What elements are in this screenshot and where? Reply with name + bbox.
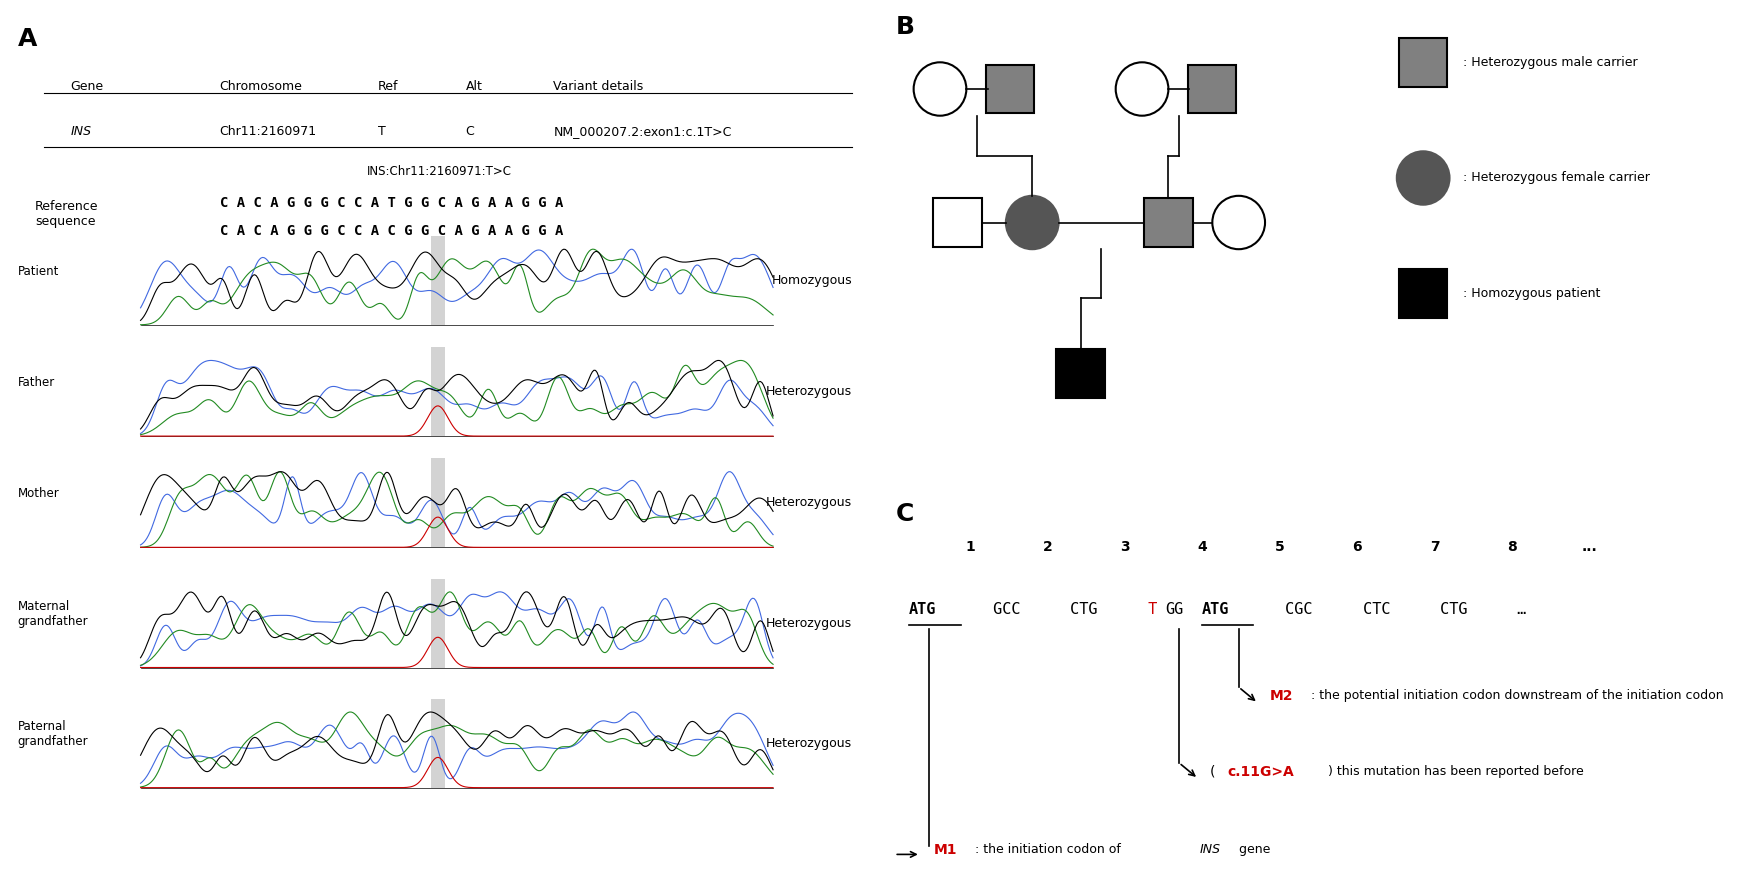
Bar — [933, 198, 982, 247]
Text: Variant details: Variant details — [553, 80, 643, 93]
Text: : Heterozygous male carrier: : Heterozygous male carrier — [1464, 56, 1638, 69]
Circle shape — [1212, 196, 1265, 249]
Text: NM_000207.2:exon1:c.1T>C: NM_000207.2:exon1:c.1T>C — [553, 125, 733, 138]
Text: (: ( — [1211, 765, 1216, 779]
Text: Homozygous: Homozygous — [771, 274, 852, 287]
Bar — [430, 236, 445, 325]
Text: Ref: Ref — [378, 80, 399, 93]
Text: CGC: CGC — [1277, 603, 1312, 617]
Text: Paternal
grandfather: Paternal grandfather — [18, 720, 88, 748]
Bar — [430, 699, 445, 788]
Text: Chr11:2160971: Chr11:2160971 — [220, 125, 316, 138]
Bar — [1399, 38, 1448, 87]
Text: GG: GG — [1165, 603, 1182, 617]
Text: : Homozygous patient: : Homozygous patient — [1464, 287, 1601, 300]
Circle shape — [1397, 151, 1450, 205]
Text: ATG: ATG — [910, 603, 936, 617]
Text: T: T — [1139, 603, 1156, 617]
Text: CTC: CTC — [1355, 603, 1390, 617]
Text: ) this mutation has been reported before: ) this mutation has been reported before — [1328, 765, 1585, 778]
Text: …: … — [1509, 603, 1527, 617]
Text: M1: M1 — [935, 843, 958, 857]
Text: Heterozygous: Heterozygous — [766, 497, 852, 509]
Text: 3: 3 — [1121, 540, 1130, 554]
Text: C: C — [466, 125, 474, 138]
Text: M2: M2 — [1269, 689, 1293, 703]
Text: 6: 6 — [1353, 540, 1362, 554]
Text: C A C A G G G C C A T G G C A G A A G G A: C A C A G G G C C A T G G C A G A A G G … — [220, 196, 562, 210]
Text: Heterozygous: Heterozygous — [766, 385, 852, 398]
Bar — [430, 347, 445, 436]
Text: : the potential initiation codon downstream of the initiation codon: : the potential initiation codon downstr… — [1311, 690, 1724, 702]
Text: Gene: Gene — [70, 80, 104, 93]
Text: ATG: ATG — [1202, 603, 1230, 617]
Text: INS:Chr11:2160971:T>C: INS:Chr11:2160971:T>C — [367, 165, 511, 178]
Text: Reference
sequence: Reference sequence — [35, 200, 98, 228]
Text: 1: 1 — [966, 540, 975, 554]
Text: Maternal
grandfather: Maternal grandfather — [18, 600, 88, 628]
Bar — [1144, 198, 1193, 247]
Text: INS: INS — [70, 125, 91, 138]
Text: 8: 8 — [1508, 540, 1516, 554]
Bar — [1188, 65, 1237, 113]
Text: c.11G>A: c.11G>A — [1226, 765, 1293, 779]
Text: CTG: CTG — [1432, 603, 1467, 617]
Circle shape — [1005, 196, 1058, 249]
Bar — [986, 65, 1035, 113]
Text: Alt: Alt — [466, 80, 483, 93]
Text: Father: Father — [18, 376, 54, 389]
Bar — [1399, 269, 1448, 318]
Text: ...: ... — [1581, 540, 1597, 554]
Bar — [430, 578, 445, 668]
Text: T: T — [378, 125, 385, 138]
Text: Patient: Patient — [18, 265, 60, 278]
Text: 2: 2 — [1044, 540, 1052, 554]
Text: CTG: CTG — [1061, 603, 1098, 617]
Text: C A C A G G G C C A C G G C A G A A G G A: C A C A G G G C C A C G G C A G A A G G … — [220, 224, 562, 239]
Text: : the initiation codon of: : the initiation codon of — [975, 844, 1124, 856]
Text: C: C — [896, 501, 914, 525]
Text: Mother: Mother — [18, 488, 60, 500]
Text: 7: 7 — [1430, 540, 1439, 554]
Text: 5: 5 — [1276, 540, 1284, 554]
Text: Heterozygous: Heterozygous — [766, 617, 852, 629]
Text: A: A — [18, 27, 37, 51]
Text: B: B — [896, 14, 915, 38]
Circle shape — [914, 62, 966, 116]
Bar — [430, 458, 445, 547]
Text: INS: INS — [1200, 844, 1221, 856]
Text: 4: 4 — [1198, 540, 1207, 554]
Bar — [1056, 349, 1105, 398]
Text: : Heterozygous female carrier: : Heterozygous female carrier — [1464, 172, 1650, 184]
Text: gene: gene — [1235, 844, 1270, 856]
Text: GCC: GCC — [984, 603, 1021, 617]
Text: Heterozygous: Heterozygous — [766, 737, 852, 749]
Circle shape — [1116, 62, 1168, 116]
Text: Chromosome: Chromosome — [220, 80, 302, 93]
